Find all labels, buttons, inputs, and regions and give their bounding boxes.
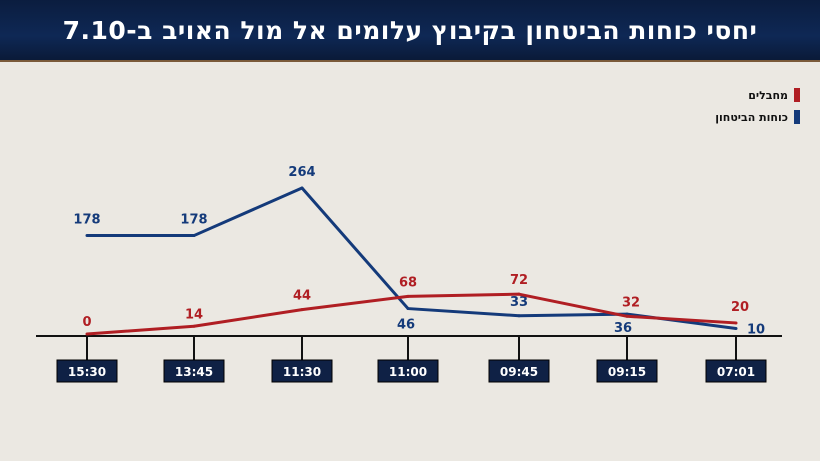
x-tick-label: 13:45	[175, 365, 213, 379]
x-tick-label: 09:45	[500, 365, 538, 379]
data-point	[517, 314, 521, 318]
data-label: 44	[293, 289, 311, 304]
x-tick-box	[705, 359, 767, 383]
legend-label: מחבלים	[748, 88, 788, 102]
x-tick-label: 15:30	[68, 365, 106, 379]
x-tick-box	[163, 359, 225, 383]
x-tick-box	[271, 359, 333, 383]
legend-label: כוחות הביטחון	[715, 110, 788, 124]
data-point	[406, 294, 410, 298]
data-point	[517, 292, 521, 296]
data-point	[85, 332, 89, 336]
data-label: 178	[180, 213, 207, 228]
data-label: 0	[82, 315, 91, 330]
data-label: 20	[731, 300, 749, 315]
x-tick-label: 09:15	[608, 365, 646, 379]
data-point	[625, 314, 629, 318]
data-point	[85, 234, 89, 238]
legend-item-terrorists: מחבלים	[715, 88, 800, 102]
x-tick-box	[596, 359, 658, 383]
x-tick-label: 07:01	[717, 365, 755, 379]
data-point	[300, 308, 304, 312]
data-label: 33	[510, 295, 528, 310]
data-point	[300, 186, 304, 190]
data-label: 264	[288, 165, 315, 180]
x-tick-box	[56, 359, 118, 383]
x-tick-box	[377, 359, 439, 383]
data-label: 32	[622, 295, 640, 310]
x-tick-label: 11:00	[389, 365, 427, 379]
x-tick-box	[488, 359, 550, 383]
legend-item-security-forces: כוחות הביטחון	[715, 110, 800, 124]
data-label: 36	[614, 321, 632, 336]
x-tick-label: 11:30	[283, 365, 321, 379]
title-bar: יחסי כוחות הביטחון בקיבוץ עלומים אל מול …	[0, 0, 820, 62]
data-label: 46	[397, 318, 415, 333]
data-label: 68	[399, 275, 417, 290]
data-label: 14	[185, 307, 203, 322]
legend: מחבלים כוחות הביטחון	[715, 88, 800, 132]
data-point	[734, 326, 738, 330]
chart-title: יחסי כוחות הביטחון בקיבוץ עלומים אל מול …	[62, 15, 758, 45]
data-point	[406, 307, 410, 311]
data-label: 10	[747, 322, 765, 337]
legend-swatch-blue	[794, 110, 800, 124]
data-point	[734, 321, 738, 325]
data-point	[192, 324, 196, 328]
data-label: 178	[73, 213, 100, 228]
legend-swatch-red	[794, 88, 800, 102]
data-point	[192, 234, 196, 238]
data-label: 72	[510, 273, 528, 288]
